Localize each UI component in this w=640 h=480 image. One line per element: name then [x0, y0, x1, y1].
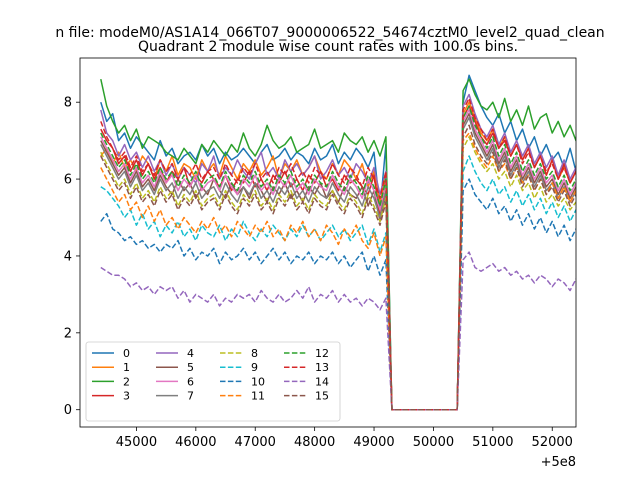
x-tick-label: 50000: [413, 435, 454, 450]
legend-label-4: 4: [187, 347, 194, 360]
series-line-7: [100, 116, 576, 411]
legend-label-0: 0: [123, 347, 130, 360]
legend-label-8: 8: [251, 347, 258, 360]
y-axis: 0 2 4 6 8: [64, 96, 80, 418]
series-line-11: [100, 132, 576, 411]
legend-label-14: 14: [315, 375, 329, 388]
y-tick-label: 8: [64, 96, 72, 111]
series-line-6: [100, 109, 576, 411]
y-tick-label: 6: [64, 173, 72, 188]
x-tick-label: 52000: [532, 435, 573, 450]
series-group: [100, 74, 576, 411]
x-axis-offset-label: +5e8: [541, 455, 576, 470]
figure-suptitle: n file: modeM0/AS1A14_066T07_9000006522_…: [55, 25, 604, 41]
series-line-4: [100, 93, 576, 411]
series-line-15: [100, 124, 576, 411]
legend-label-10: 10: [251, 375, 265, 388]
series-line-2: [100, 78, 576, 411]
x-tick-label: 48000: [294, 435, 335, 450]
legend-label-13: 13: [315, 361, 329, 374]
legend-label-11: 11: [251, 390, 265, 403]
series-line-0: [100, 74, 576, 411]
legend-label-1: 1: [123, 361, 130, 374]
x-tick-label: 49000: [353, 435, 394, 450]
x-tick-label: 45000: [116, 435, 157, 450]
legend-label-6: 6: [187, 375, 194, 388]
x-tick-label: 46000: [175, 435, 216, 450]
axes-frame: [79, 57, 577, 428]
legend-label-3: 3: [123, 390, 130, 403]
x-tick-label: 47000: [235, 435, 276, 450]
legend-label-12: 12: [315, 347, 329, 360]
legend-box: [85, 341, 341, 422]
legend-label-7: 7: [187, 390, 194, 403]
legend-label-15: 15: [315, 390, 329, 403]
legend-label-5: 5: [187, 361, 194, 374]
series-line-13: [100, 97, 576, 411]
x-tick-label: 51000: [472, 435, 513, 450]
series-line-14: [100, 251, 576, 411]
series-line-12: [100, 105, 576, 411]
chart-title: Quadrant 2 module wise count rates with …: [138, 39, 518, 55]
legend-label-9: 9: [251, 361, 258, 374]
y-tick-label: 0: [64, 403, 72, 418]
y-tick-label: 2: [64, 326, 72, 341]
legend-label-2: 2: [123, 375, 130, 388]
series-line-10: [100, 178, 576, 411]
series-line-8: [100, 136, 576, 411]
x-axis: 45000 46000 47000 48000 49000 50000 51000 52000: [116, 427, 573, 450]
series-line-9: [100, 155, 576, 411]
y-tick-label: 4: [64, 249, 72, 264]
plot-area: [79, 57, 577, 428]
